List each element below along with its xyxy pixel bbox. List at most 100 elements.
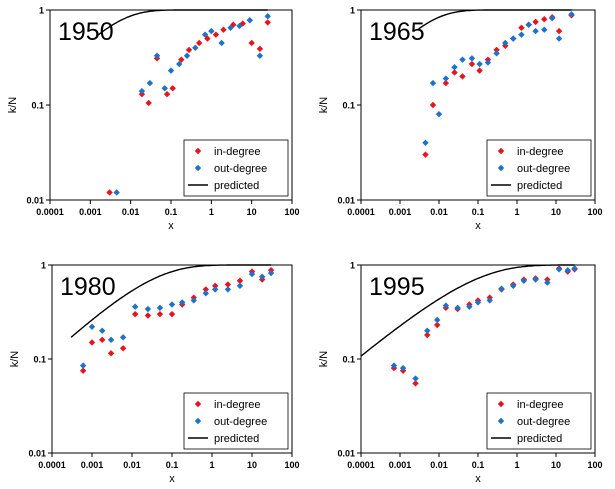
chart-title: 1965	[369, 18, 425, 46]
out-degree-point	[259, 273, 266, 280]
legend-swatch-in-degree	[194, 400, 202, 408]
in-degree-point	[468, 60, 476, 68]
out-degree-point	[236, 282, 244, 290]
in-degree-point	[211, 282, 219, 290]
out-degree-point	[79, 362, 87, 369]
in-degree-point	[212, 31, 220, 38]
chart-title: 1950	[58, 18, 114, 46]
in-degree-point	[79, 367, 87, 374]
out-degree-point	[422, 139, 429, 147]
in-degree-point	[422, 151, 429, 158]
out-degree-point	[555, 35, 563, 42]
legend-swatch-out-degree	[497, 417, 505, 425]
out-degree-point	[227, 24, 234, 31]
in-degree-point	[424, 331, 431, 339]
in-degree-point	[555, 27, 563, 35]
x-tick-label: 1	[209, 460, 214, 470]
out-degree-point	[474, 299, 482, 306]
in-degree-point	[224, 281, 232, 288]
x-axis-label: x	[475, 220, 481, 232]
x-tick-label: 0.0001	[36, 207, 64, 217]
out-degree-point	[119, 334, 127, 341]
out-degree-point	[459, 56, 466, 63]
out-degree-point	[168, 301, 176, 308]
out-degree-point	[256, 52, 264, 59]
x-tick-label: 0.01	[123, 460, 141, 470]
legend-label: out-degree	[517, 163, 570, 175]
x-tick-label: 10	[551, 207, 561, 217]
in-degree-point	[106, 189, 113, 196]
out-degree-point	[486, 297, 493, 304]
out-degree-point	[451, 63, 458, 71]
in-degree-point	[248, 39, 255, 47]
y-tick-label: 1	[41, 261, 46, 271]
in-degree-point	[202, 286, 210, 293]
in-degree-point	[131, 310, 139, 318]
out-degree-point	[167, 67, 175, 74]
out-degree-point	[236, 22, 243, 30]
in-degree-point	[429, 101, 437, 109]
y-tick-label: 0.1	[31, 101, 44, 111]
legend-label: predicted	[517, 433, 562, 445]
in-degree-point	[99, 336, 106, 344]
in-degree-point	[145, 99, 152, 107]
in-degree-point	[156, 310, 164, 318]
legend-label: in-degree	[214, 146, 260, 158]
out-degree-point	[476, 60, 483, 68]
out-degree-point	[424, 327, 431, 334]
out-degree-point	[208, 27, 215, 35]
predicted-curve	[96, 9, 268, 37]
legend-label: predicted	[214, 180, 259, 192]
y-tick-label: 1	[350, 6, 355, 16]
x-tick-label: 10	[247, 460, 257, 470]
out-degree-point	[435, 111, 443, 118]
in-degree-point	[256, 45, 264, 53]
out-degree-point	[454, 304, 461, 312]
chart-title: 1995	[369, 273, 425, 301]
out-degree-point	[390, 362, 398, 369]
legend: in-degree out-degree predicted	[486, 392, 592, 450]
out-degree-point	[264, 13, 271, 20]
legend-swatch-in-degree	[194, 147, 202, 155]
x-axis-label: x	[475, 473, 481, 485]
out-degree-point	[202, 290, 210, 297]
out-degree-point	[146, 79, 154, 87]
legend-swatch-out-degree	[194, 164, 202, 172]
x-tick-label: 0.1	[472, 460, 485, 470]
x-tick-label: 100	[587, 207, 602, 217]
out-degree-point	[429, 79, 437, 87]
in-degree-point	[144, 312, 152, 319]
out-degree-point	[99, 327, 106, 334]
out-degree-point	[201, 31, 209, 38]
in-degree-point	[168, 310, 176, 318]
out-degree-point	[555, 266, 563, 273]
out-degree-point	[468, 55, 476, 62]
in-degree-point	[107, 350, 115, 357]
in-degree-point	[518, 24, 525, 31]
in-degree-point	[442, 79, 450, 87]
y-tick-label: 1	[350, 261, 355, 271]
out-degree-point	[183, 52, 191, 59]
in-degree-point	[532, 18, 539, 26]
legend-box	[183, 139, 289, 197]
in-degree-point	[178, 56, 185, 63]
legend: in-degree out-degree predicted	[183, 392, 289, 450]
legend-swatch-out-degree	[497, 164, 505, 172]
out-degree-point	[532, 27, 539, 35]
in-degree-point	[163, 90, 171, 98]
out-degree-point	[434, 316, 441, 324]
out-degree-point	[218, 39, 225, 47]
out-degree-point	[211, 286, 219, 293]
x-tick-label: 0.1	[165, 207, 178, 217]
x-tick-label: 100	[284, 207, 299, 217]
x-axis-label: x	[168, 220, 174, 232]
x-tick-label: 0.0001	[347, 207, 375, 217]
out-degree-point	[493, 50, 500, 57]
out-degree-point	[544, 279, 551, 286]
legend-label: in-degree	[517, 146, 563, 158]
legend-swatch-in-degree	[497, 400, 505, 408]
in-degree-point	[459, 73, 466, 80]
x-tick-label: 0.1	[166, 460, 179, 470]
out-degree-point	[510, 282, 517, 290]
x-tick-label: 10	[247, 207, 257, 217]
